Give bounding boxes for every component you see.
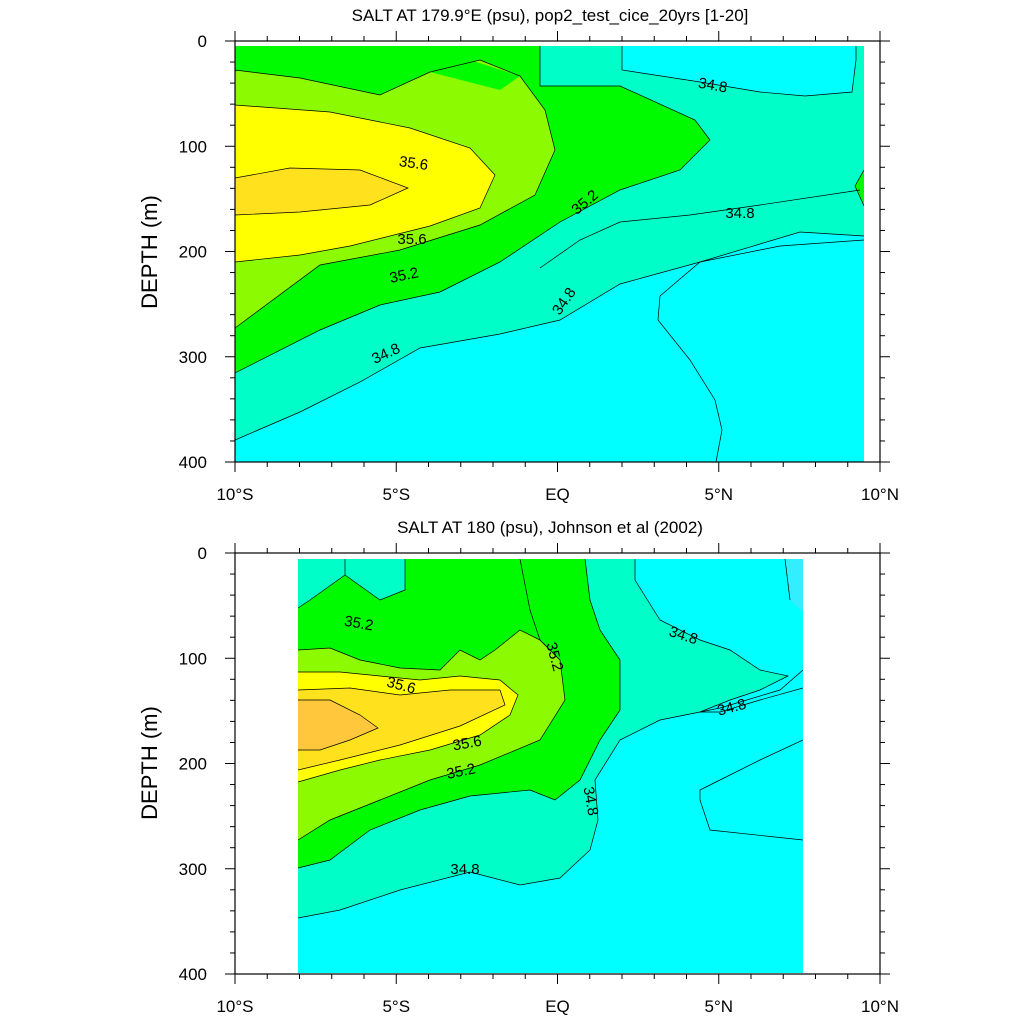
- y-tick-label: 400: [179, 965, 207, 984]
- panel-observed: SALT AT 180 (psu), Johnson et al (2002): [137, 518, 899, 1016]
- y-tick-label: 100: [179, 137, 207, 156]
- y-tick-label: 200: [179, 755, 207, 774]
- contour-label: 34.8: [580, 785, 602, 817]
- band-lt-34-8: [622, 46, 856, 96]
- panel-model: SALT AT 179.9°E (psu), pop2_test_cice_20…: [137, 6, 899, 504]
- contour-label: 34.8: [450, 861, 479, 878]
- x-tick-label: 10°N: [861, 485, 899, 504]
- x-tick-label: EQ: [545, 997, 570, 1016]
- y-tick-label: 300: [179, 860, 207, 879]
- filled-contours: [298, 559, 803, 973]
- x-tick-label: 5°S: [382, 485, 410, 504]
- band-lt-34-8: [700, 740, 803, 840]
- contour-label: 34.8: [697, 75, 729, 97]
- contour-label: 35.6: [451, 733, 483, 755]
- band-35-0-35-2: [430, 60, 520, 90]
- y-axis-label: DEPTH (m): [137, 195, 162, 309]
- y-tick-label: 200: [179, 243, 207, 262]
- x-tick-label: 5°N: [704, 997, 733, 1016]
- band-34-8-35-0: [298, 559, 345, 608]
- band-lt-34-8: [785, 559, 803, 612]
- band-35-6-35-8: [298, 688, 505, 770]
- contour-label: 35.2: [388, 264, 420, 287]
- axis-ticks: [225, 31, 890, 472]
- x-tick-label: EQ: [545, 485, 570, 504]
- band-lt-34-8: [635, 559, 803, 712]
- y-tick-labels: 0 100 200 300 400: [179, 544, 207, 984]
- band-35-0-35-2: [855, 170, 864, 206]
- y-axis-label: DEPTH (m): [137, 706, 162, 820]
- x-tick-label: 10°N: [861, 997, 899, 1016]
- y-tick-label: 0: [198, 32, 207, 51]
- chart-title: SALT AT 180 (psu), Johnson et al (2002): [397, 518, 703, 537]
- contour-label: 34.8: [725, 205, 754, 222]
- filled-contours: [235, 46, 864, 462]
- axis-ticks: [225, 543, 890, 984]
- x-tick-labels: 10°S 5°S EQ 5°N 10°N: [216, 997, 899, 1016]
- x-tick-label: 5°S: [382, 997, 410, 1016]
- chart-title: SALT AT 179.9°E (psu), pop2_test_cice_20…: [352, 6, 749, 25]
- contour-label: 35.6: [385, 674, 418, 698]
- y-tick-label: 400: [179, 453, 207, 472]
- band-lt-34-8: [298, 670, 803, 973]
- band-34-8-35-0: [345, 559, 405, 600]
- contour-label: 35.2: [542, 641, 566, 674]
- contour-label: 35.2: [445, 760, 477, 783]
- x-tick-label: 10°S: [216, 997, 253, 1016]
- y-tick-labels: 0 100 200 300 400: [179, 32, 207, 472]
- y-tick-label: 100: [179, 649, 207, 668]
- contour-label: 34.8: [716, 696, 749, 720]
- band-gt-35-8: [298, 700, 378, 750]
- band-35-0-35-2: [235, 46, 255, 72]
- x-tick-labels: 10°S 5°S EQ 5°N 10°N: [216, 485, 899, 504]
- contour-label: 35.2: [343, 613, 375, 635]
- contour-label: 35.6: [398, 153, 429, 174]
- band-lt-34-8: [658, 232, 864, 462]
- y-tick-label: 0: [198, 544, 207, 563]
- x-tick-label: 5°N: [704, 485, 733, 504]
- contour-label: 35.6: [397, 231, 426, 248]
- x-tick-label: 10°S: [216, 485, 253, 504]
- band-35-6-35-8: [235, 168, 408, 215]
- y-tick-label: 300: [179, 348, 207, 367]
